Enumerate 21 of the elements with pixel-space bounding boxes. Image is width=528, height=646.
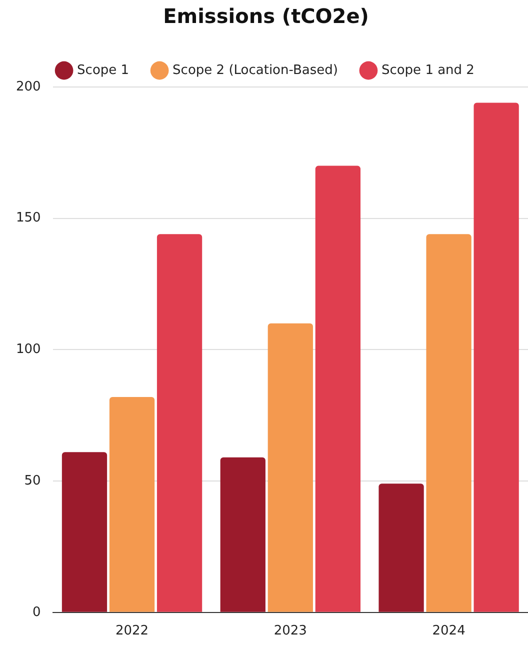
- legend-label: Scope 2 (Location-Based): [172, 62, 338, 78]
- bar: [220, 457, 266, 612]
- y-tick-label: 50: [24, 473, 41, 488]
- bar: [62, 452, 108, 612]
- bar: [426, 234, 472, 612]
- bar: [156, 234, 202, 612]
- y-tick-label: 100: [16, 342, 41, 358]
- y-tick-label: 150: [16, 210, 41, 226]
- bar: [315, 166, 360, 612]
- legend-label: Scope 1 and 2: [381, 62, 474, 78]
- x-tick-label: 2022: [115, 624, 149, 639]
- bar: [109, 396, 155, 612]
- bar: [268, 323, 313, 612]
- y-tick-label: 200: [16, 79, 41, 94]
- bar: [378, 484, 424, 612]
- x-tick-label: 2024: [432, 624, 466, 639]
- chart-title: Emissions (tCO2e): [163, 4, 369, 28]
- bar: [474, 102, 519, 612]
- legend-label: Scope 1: [77, 62, 130, 78]
- x-tick-label: 2023: [274, 624, 307, 639]
- y-tick-label: 0: [32, 604, 41, 620]
